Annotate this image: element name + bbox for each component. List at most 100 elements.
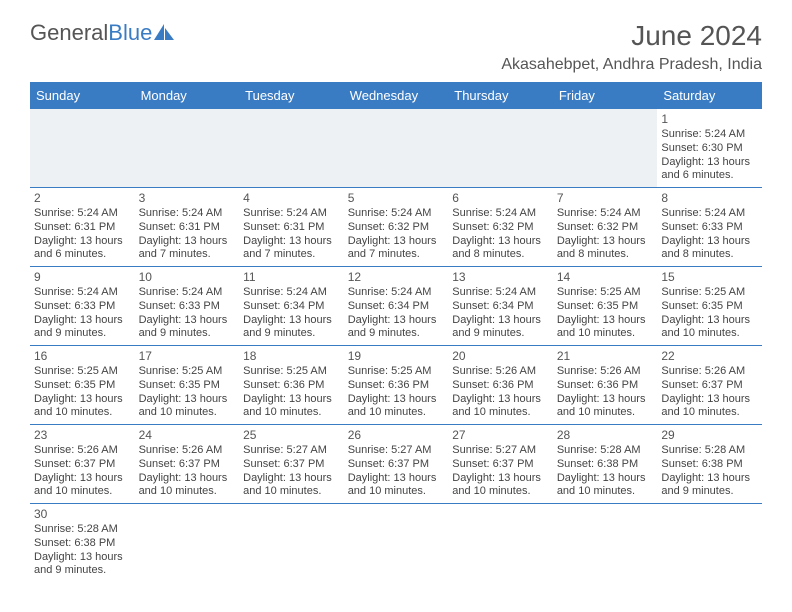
- day-header: Thursday: [448, 82, 553, 109]
- sunset-text: Sunset: 6:31 PM: [34, 221, 131, 235]
- day-number: 24: [139, 428, 236, 443]
- day-number: 27: [452, 428, 549, 443]
- sunset-text: Sunset: 6:37 PM: [661, 379, 758, 393]
- sunrise-text: Sunrise: 5:24 AM: [661, 207, 758, 221]
- daylight-text-1: Daylight: 13 hours: [452, 472, 549, 486]
- sunrise-text: Sunrise: 5:26 AM: [452, 365, 549, 379]
- daylight-text-2: and 10 minutes.: [557, 485, 654, 499]
- sunrise-text: Sunrise: 5:25 AM: [661, 286, 758, 300]
- day-number: 19: [348, 349, 445, 364]
- daylight-text-2: and 8 minutes.: [452, 248, 549, 262]
- daylight-text-1: Daylight: 13 hours: [661, 156, 758, 170]
- sunset-text: Sunset: 6:31 PM: [243, 221, 340, 235]
- day-cell: 7Sunrise: 5:24 AMSunset: 6:32 PMDaylight…: [553, 188, 658, 267]
- day-cell: 15Sunrise: 5:25 AMSunset: 6:35 PMDayligh…: [657, 267, 762, 346]
- day-number: 17: [139, 349, 236, 364]
- sunrise-text: Sunrise: 5:25 AM: [34, 365, 131, 379]
- daylight-text-1: Daylight: 13 hours: [34, 235, 131, 249]
- daylight-text-1: Daylight: 13 hours: [34, 393, 131, 407]
- sunrise-text: Sunrise: 5:25 AM: [139, 365, 236, 379]
- daylight-text-1: Daylight: 13 hours: [557, 314, 654, 328]
- day-cell: [448, 109, 553, 188]
- day-cell: 24Sunrise: 5:26 AMSunset: 6:37 PMDayligh…: [135, 425, 240, 504]
- day-cell: 17Sunrise: 5:25 AMSunset: 6:35 PMDayligh…: [135, 346, 240, 425]
- sunrise-text: Sunrise: 5:28 AM: [557, 444, 654, 458]
- sunrise-text: Sunrise: 5:25 AM: [557, 286, 654, 300]
- header-row: SundayMondayTuesdayWednesdayThursdayFrid…: [30, 82, 762, 109]
- day-cell: 19Sunrise: 5:25 AMSunset: 6:36 PMDayligh…: [344, 346, 449, 425]
- calendar-table: SundayMondayTuesdayWednesdayThursdayFrid…: [30, 82, 762, 582]
- daylight-text-2: and 10 minutes.: [661, 327, 758, 341]
- daylight-text-1: Daylight: 13 hours: [348, 235, 445, 249]
- sunset-text: Sunset: 6:30 PM: [661, 142, 758, 156]
- day-cell: [135, 504, 240, 583]
- day-header: Wednesday: [344, 82, 449, 109]
- daylight-text-1: Daylight: 13 hours: [661, 472, 758, 486]
- sunrise-text: Sunrise: 5:27 AM: [348, 444, 445, 458]
- daylight-text-2: and 7 minutes.: [243, 248, 340, 262]
- sunrise-text: Sunrise: 5:24 AM: [139, 207, 236, 221]
- daylight-text-2: and 7 minutes.: [348, 248, 445, 262]
- day-number: 7: [557, 191, 654, 206]
- sunset-text: Sunset: 6:33 PM: [34, 300, 131, 314]
- header: GeneralBlue June 2024 Akasahebpet, Andhr…: [0, 0, 792, 82]
- logo-text-b: Blue: [108, 20, 152, 46]
- sunset-text: Sunset: 6:38 PM: [34, 537, 131, 551]
- day-number: 15: [661, 270, 758, 285]
- day-header: Monday: [135, 82, 240, 109]
- sunset-text: Sunset: 6:31 PM: [139, 221, 236, 235]
- day-header: Saturday: [657, 82, 762, 109]
- sunset-text: Sunset: 6:33 PM: [661, 221, 758, 235]
- daylight-text-2: and 9 minutes.: [139, 327, 236, 341]
- day-cell: [344, 109, 449, 188]
- sunset-text: Sunset: 6:38 PM: [557, 458, 654, 472]
- day-cell: 22Sunrise: 5:26 AMSunset: 6:37 PMDayligh…: [657, 346, 762, 425]
- sunrise-text: Sunrise: 5:24 AM: [34, 286, 131, 300]
- sunset-text: Sunset: 6:33 PM: [139, 300, 236, 314]
- day-number: 8: [661, 191, 758, 206]
- sunrise-text: Sunrise: 5:24 AM: [452, 207, 549, 221]
- day-number: 2: [34, 191, 131, 206]
- day-header: Sunday: [30, 82, 135, 109]
- sunset-text: Sunset: 6:36 PM: [557, 379, 654, 393]
- day-cell: 26Sunrise: 5:27 AMSunset: 6:37 PMDayligh…: [344, 425, 449, 504]
- day-header: Friday: [553, 82, 658, 109]
- sunset-text: Sunset: 6:32 PM: [348, 221, 445, 235]
- day-number: 14: [557, 270, 654, 285]
- daylight-text-1: Daylight: 13 hours: [139, 472, 236, 486]
- sunrise-text: Sunrise: 5:26 AM: [661, 365, 758, 379]
- logo-sail-icon: [154, 24, 176, 40]
- daylight-text-1: Daylight: 13 hours: [348, 314, 445, 328]
- daylight-text-2: and 10 minutes.: [34, 485, 131, 499]
- daylight-text-1: Daylight: 13 hours: [243, 235, 340, 249]
- title-block: June 2024 Akasahebpet, Andhra Pradesh, I…: [501, 20, 762, 74]
- sunrise-text: Sunrise: 5:25 AM: [348, 365, 445, 379]
- day-number: 6: [452, 191, 549, 206]
- day-cell: 4Sunrise: 5:24 AMSunset: 6:31 PMDaylight…: [239, 188, 344, 267]
- day-number: 25: [243, 428, 340, 443]
- daylight-text-2: and 10 minutes.: [661, 406, 758, 420]
- daylight-text-2: and 10 minutes.: [557, 406, 654, 420]
- sunrise-text: Sunrise: 5:28 AM: [661, 444, 758, 458]
- sunrise-text: Sunrise: 5:26 AM: [34, 444, 131, 458]
- day-number: 22: [661, 349, 758, 364]
- week-row: 2Sunrise: 5:24 AMSunset: 6:31 PMDaylight…: [30, 188, 762, 267]
- day-cell: 2Sunrise: 5:24 AMSunset: 6:31 PMDaylight…: [30, 188, 135, 267]
- sunrise-text: Sunrise: 5:24 AM: [557, 207, 654, 221]
- sunrise-text: Sunrise: 5:24 AM: [348, 286, 445, 300]
- day-number: 30: [34, 507, 131, 522]
- daylight-text-1: Daylight: 13 hours: [348, 472, 445, 486]
- day-cell: 28Sunrise: 5:28 AMSunset: 6:38 PMDayligh…: [553, 425, 658, 504]
- sunrise-text: Sunrise: 5:26 AM: [557, 365, 654, 379]
- daylight-text-2: and 10 minutes.: [243, 406, 340, 420]
- sunset-text: Sunset: 6:37 PM: [348, 458, 445, 472]
- week-row: 1Sunrise: 5:24 AMSunset: 6:30 PMDaylight…: [30, 109, 762, 188]
- day-number: 13: [452, 270, 549, 285]
- location: Akasahebpet, Andhra Pradesh, India: [501, 56, 762, 74]
- day-cell: 11Sunrise: 5:24 AMSunset: 6:34 PMDayligh…: [239, 267, 344, 346]
- sunset-text: Sunset: 6:37 PM: [34, 458, 131, 472]
- daylight-text-1: Daylight: 13 hours: [452, 393, 549, 407]
- day-cell: 6Sunrise: 5:24 AMSunset: 6:32 PMDaylight…: [448, 188, 553, 267]
- daylight-text-2: and 8 minutes.: [557, 248, 654, 262]
- daylight-text-2: and 10 minutes.: [243, 485, 340, 499]
